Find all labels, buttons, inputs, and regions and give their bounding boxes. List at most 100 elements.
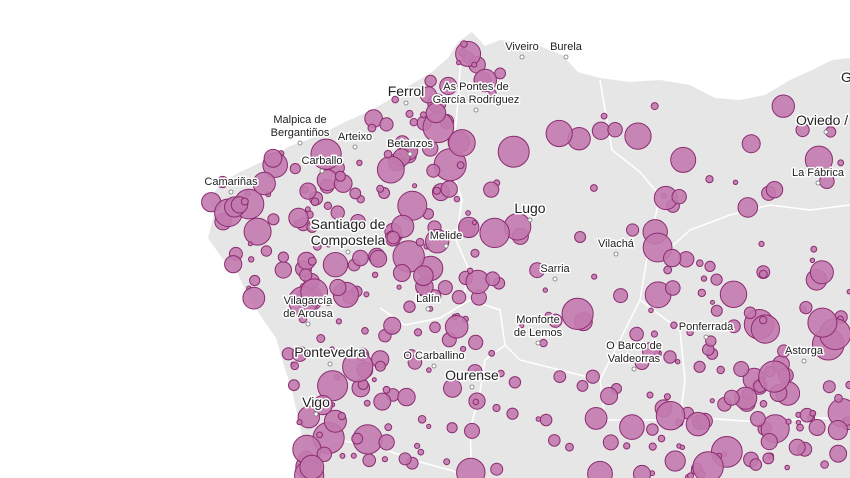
- municipality-bubble[interactable]: [290, 361, 300, 371]
- municipality-bubble[interactable]: [765, 181, 784, 199]
- municipality-bubble[interactable]: [243, 217, 272, 246]
- municipality-bubble[interactable]: [788, 438, 806, 456]
- municipality-bubble[interactable]: [479, 217, 510, 249]
- municipality-bubble[interactable]: [335, 318, 342, 325]
- municipality-bubble[interactable]: [437, 280, 453, 296]
- municipality-bubble[interactable]: [329, 346, 335, 352]
- municipality-bubble[interactable]: [405, 109, 414, 118]
- municipality-bubble[interactable]: [363, 291, 370, 298]
- municipality-bubble[interactable]: [799, 301, 813, 315]
- municipality-bubble[interactable]: [367, 123, 377, 133]
- municipality-bubble[interactable]: [455, 40, 482, 67]
- municipality-bubble[interactable]: [252, 171, 276, 196]
- municipality-bubble[interactable]: [750, 314, 781, 344]
- municipality-bubble[interactable]: [444, 315, 469, 339]
- municipality-bubble[interactable]: [376, 184, 385, 193]
- municipality-bubble[interactable]: [497, 135, 530, 168]
- municipality-bubble[interactable]: [796, 423, 804, 432]
- municipality-bubble[interactable]: [472, 398, 480, 406]
- municipality-bubble[interactable]: [361, 327, 369, 335]
- municipality-bubble[interactable]: [382, 385, 391, 394]
- municipality-bubble[interactable]: [386, 231, 400, 245]
- municipality-bubble[interactable]: [834, 393, 843, 403]
- municipality-bubble[interactable]: [565, 442, 574, 452]
- municipality-bubble[interactable]: [663, 265, 673, 275]
- municipality-bubble[interactable]: [587, 460, 613, 478]
- municipality-bubble[interactable]: [439, 76, 458, 96]
- municipality-bubble[interactable]: [539, 413, 553, 427]
- municipality-bubble[interactable]: [317, 370, 349, 402]
- municipality-bubble[interactable]: [307, 256, 317, 266]
- municipality-bubble[interactable]: [351, 432, 364, 445]
- municipality-bubble[interactable]: [413, 265, 434, 287]
- municipality-bubble[interactable]: [710, 273, 723, 286]
- municipality-bubble[interactable]: [693, 360, 706, 373]
- municipality-bubble[interactable]: [710, 299, 715, 305]
- municipality-bubble[interactable]: [704, 260, 716, 272]
- municipality-bubble[interactable]: [391, 214, 415, 238]
- municipality-bubble[interactable]: [485, 271, 501, 287]
- municipality-bubble[interactable]: [705, 175, 714, 184]
- municipality-bubble[interactable]: [263, 148, 283, 168]
- municipality-bubble[interactable]: [349, 187, 362, 200]
- municipality-bubble[interactable]: [646, 391, 654, 399]
- municipality-bubble[interactable]: [663, 393, 671, 401]
- municipality-bubble[interactable]: [260, 245, 273, 257]
- municipality-bubble[interactable]: [465, 210, 472, 216]
- municipality-bubble[interactable]: [310, 138, 342, 170]
- municipality-bubble[interactable]: [288, 379, 300, 392]
- municipality-bubble[interactable]: [467, 364, 483, 380]
- municipality-bubble[interactable]: [795, 122, 810, 138]
- municipality-bubble[interactable]: [381, 456, 388, 463]
- municipality-bubble[interactable]: [716, 365, 725, 375]
- municipality-bubble[interactable]: [750, 411, 766, 427]
- municipality-bubble[interactable]: [733, 361, 750, 377]
- municipality-bubble[interactable]: [574, 231, 587, 243]
- municipality-bubble[interactable]: [846, 289, 850, 295]
- municipality-bubble[interactable]: [670, 146, 697, 173]
- municipality-bubble[interactable]: [634, 355, 650, 371]
- municipality-bubble[interactable]: [224, 255, 243, 274]
- municipality-bubble[interactable]: [613, 288, 629, 304]
- municipality-bubble[interactable]: [741, 134, 761, 154]
- municipality-bubble[interactable]: [417, 448, 425, 456]
- municipality-bubble[interactable]: [397, 387, 416, 407]
- municipality-bubble[interactable]: [316, 431, 324, 439]
- municipality-bubble[interactable]: [822, 380, 836, 394]
- municipality-bubble[interactable]: [350, 452, 357, 459]
- municipality-bubble[interactable]: [809, 409, 817, 417]
- municipality-bubble[interactable]: [409, 118, 418, 127]
- municipality-bubble[interactable]: [471, 219, 478, 226]
- municipality-bubble[interactable]: [837, 159, 845, 167]
- municipality-bubble[interactable]: [451, 290, 467, 305]
- municipality-bubble[interactable]: [378, 434, 395, 451]
- municipality-bubble[interactable]: [705, 335, 717, 347]
- municipality-bubble[interactable]: [306, 221, 318, 233]
- municipality-bubble[interactable]: [749, 458, 763, 471]
- municipality-bubble[interactable]: [629, 326, 644, 342]
- municipality-bubble[interactable]: [657, 434, 666, 443]
- municipality-bubble[interactable]: [519, 323, 525, 329]
- municipality-bubble[interactable]: [371, 377, 377, 383]
- municipality-bubble[interactable]: [267, 213, 280, 226]
- municipality-bubble[interactable]: [539, 338, 548, 348]
- municipality-bubble[interactable]: [700, 275, 708, 282]
- municipality-bubble[interactable]: [425, 229, 450, 254]
- municipality-bubble[interactable]: [471, 61, 478, 68]
- municipality-bubble[interactable]: [648, 307, 654, 314]
- municipality-bubble[interactable]: [391, 95, 400, 104]
- municipality-bubble[interactable]: [440, 180, 458, 198]
- municipality-bubble[interactable]: [810, 245, 818, 253]
- municipality-bubble[interactable]: [299, 268, 313, 282]
- municipality-bubble[interactable]: [339, 452, 346, 459]
- municipality-bubble[interactable]: [398, 452, 412, 466]
- municipality-bubble[interactable]: [685, 411, 711, 437]
- municipality-bubble[interactable]: [456, 457, 486, 478]
- municipality-bubble[interactable]: [289, 163, 301, 175]
- municipality-bubble[interactable]: [758, 240, 765, 247]
- municipality-bubble[interactable]: [420, 111, 427, 119]
- municipality-bubble[interactable]: [240, 197, 249, 206]
- municipality-bubble[interactable]: [384, 423, 393, 432]
- municipality-bubble[interactable]: [298, 314, 308, 324]
- municipality-bubble[interactable]: [819, 173, 835, 189]
